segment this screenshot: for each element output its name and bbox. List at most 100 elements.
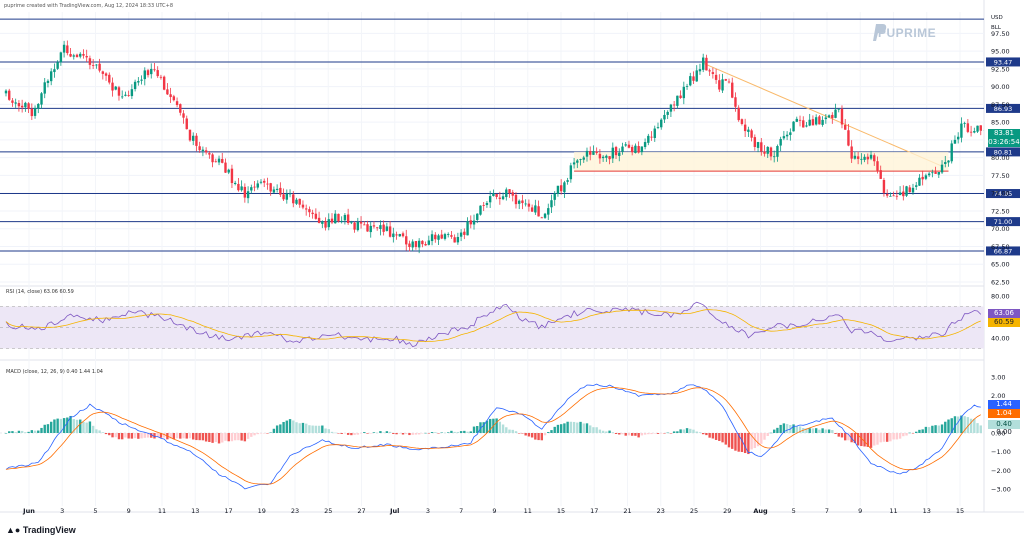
candle-body bbox=[537, 206, 540, 217]
candle-body bbox=[49, 71, 53, 82]
candle-body bbox=[798, 119, 802, 121]
macd-histogram-bar bbox=[950, 418, 953, 433]
candle-body bbox=[785, 134, 789, 137]
candle-body bbox=[4, 90, 8, 94]
macd-histogram-bar bbox=[279, 424, 282, 433]
candle-body bbox=[401, 233, 405, 237]
macd-histogram-bar bbox=[653, 433, 656, 434]
candle-body bbox=[656, 127, 660, 128]
candle-body bbox=[647, 135, 650, 143]
time-tick-label: 9 bbox=[492, 507, 496, 515]
price-tick-label: 72.50 bbox=[991, 207, 1010, 215]
candle-body bbox=[295, 199, 298, 204]
candle-body bbox=[127, 95, 130, 96]
candle-body bbox=[453, 237, 456, 243]
candle-body bbox=[492, 193, 495, 197]
macd-histogram-bar bbox=[537, 433, 540, 441]
candle-body bbox=[498, 197, 502, 199]
candle-body bbox=[250, 187, 253, 191]
macd-histogram-bar bbox=[947, 419, 950, 433]
macd-histogram-bar bbox=[304, 423, 308, 433]
macd-histogram-bar bbox=[49, 421, 53, 433]
candle-body bbox=[627, 144, 631, 148]
macd-histogram-bar bbox=[120, 433, 124, 440]
candle-body bbox=[695, 70, 698, 82]
macd-histogram-bar bbox=[795, 425, 798, 433]
candle-body bbox=[353, 222, 356, 230]
candle-body bbox=[330, 218, 334, 223]
candle-body bbox=[624, 144, 627, 146]
macd-histogram-bar bbox=[82, 421, 85, 433]
macd-histogram-bar bbox=[647, 433, 650, 435]
macd-histogram-bar bbox=[405, 433, 408, 435]
candle-body bbox=[976, 125, 979, 132]
candle-body bbox=[944, 162, 947, 164]
rsi-lines bbox=[5, 301, 982, 348]
candle-body bbox=[395, 234, 398, 236]
candle-body bbox=[821, 119, 824, 125]
macd-histogram-bar bbox=[856, 433, 860, 446]
candle-body bbox=[72, 55, 75, 57]
macd-histogram-bar bbox=[695, 431, 698, 433]
macd-histogram-bar bbox=[921, 429, 924, 433]
candle-body bbox=[185, 118, 188, 130]
candle-body bbox=[301, 204, 305, 208]
macd-histogram-bar bbox=[417, 433, 421, 435]
macd-histogram-bar bbox=[831, 430, 834, 433]
candle-body bbox=[359, 221, 363, 224]
macd-histogram-bar bbox=[488, 418, 492, 433]
macd-histogram-bar bbox=[885, 433, 889, 442]
tradingview-logo[interactable]: ▲● TradingView bbox=[6, 525, 76, 535]
macd-histogram-bar bbox=[860, 433, 863, 447]
candle-body bbox=[292, 194, 295, 204]
candle-body bbox=[75, 54, 79, 58]
macd-histogram-bar bbox=[156, 433, 159, 438]
candle-body bbox=[166, 89, 169, 95]
time-tick-label: 13 bbox=[191, 507, 199, 515]
macd-histogram-bar bbox=[382, 432, 385, 434]
macd-histogram-bar bbox=[72, 419, 75, 433]
macd-histogram-bar bbox=[198, 433, 201, 441]
macd-histogram-bar bbox=[411, 433, 414, 435]
macd-histogram-bar bbox=[275, 425, 279, 433]
price-tick-label: 90.00 bbox=[991, 83, 1010, 91]
candle-body bbox=[198, 146, 201, 151]
candle-body bbox=[175, 101, 179, 106]
rsi-line bbox=[5, 301, 982, 348]
macd-histogram-bar bbox=[889, 433, 892, 442]
macd-tick-label: 0.00 bbox=[991, 430, 1005, 438]
candle-body bbox=[643, 142, 647, 148]
candle-body bbox=[514, 194, 518, 205]
macd-histogram-bar bbox=[740, 433, 744, 452]
macd-histogram-bar bbox=[937, 425, 941, 433]
candle-body bbox=[366, 224, 369, 232]
candle-body bbox=[827, 115, 831, 118]
macd-histogram-bar bbox=[40, 427, 43, 433]
macd-histogram-bar bbox=[182, 433, 185, 439]
candle-body bbox=[663, 114, 666, 120]
candle-body bbox=[382, 224, 385, 232]
macd-histogram-bar bbox=[456, 431, 460, 433]
candle-body bbox=[963, 123, 966, 124]
candle-body bbox=[340, 220, 343, 222]
last-price-badge: 83.81 03:26:54 bbox=[988, 129, 1020, 147]
candle-body bbox=[459, 232, 463, 237]
macd-zero-label: 0.00 bbox=[996, 428, 1012, 436]
candle-body bbox=[763, 151, 766, 154]
macd-histogram-bar bbox=[43, 424, 46, 433]
macd-histogram-bar bbox=[288, 419, 292, 433]
candle-body bbox=[589, 151, 592, 155]
candle-body bbox=[66, 45, 69, 54]
macd-histogram-bar bbox=[508, 429, 511, 433]
macd-histogram-bar bbox=[327, 429, 330, 433]
candle-body bbox=[269, 183, 272, 192]
macd-histogram-bar bbox=[143, 433, 146, 438]
macd-histogram-bar bbox=[853, 433, 857, 444]
candle-body bbox=[53, 69, 56, 73]
macd-histogram-bar bbox=[934, 425, 937, 433]
macd-histogram-bar bbox=[46, 424, 50, 433]
macd-histogram-bar bbox=[59, 418, 63, 433]
candle-body bbox=[172, 96, 176, 101]
macd-histogram-bar bbox=[104, 433, 108, 435]
